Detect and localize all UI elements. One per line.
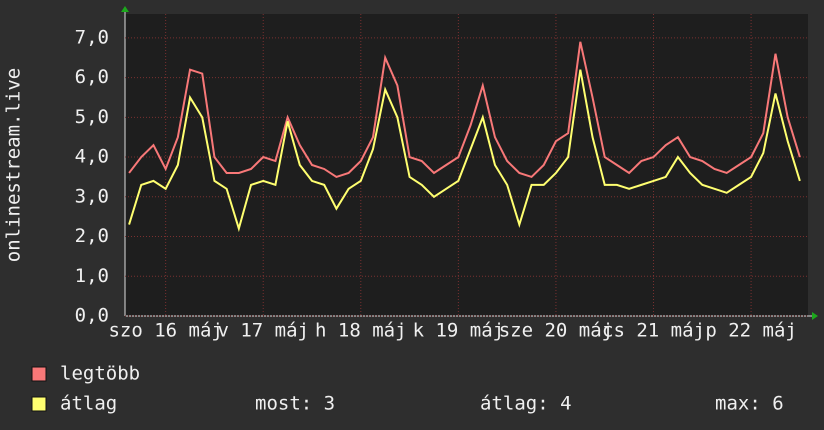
legend-swatch [31, 366, 47, 382]
y-tick-label: 7,0 [75, 26, 109, 48]
y-tick-label: 2,0 [75, 225, 109, 247]
x-arrow [812, 312, 818, 320]
x-tick-label: cs 21 máj [602, 320, 705, 342]
legend-stat: most: 3 [255, 393, 335, 415]
series-line [128, 69, 801, 233]
x-tick-label: p 22 máj [705, 320, 797, 342]
y-tick-label: 3,0 [75, 185, 109, 207]
legend-swatch [31, 396, 47, 412]
x-tick-label: h 18 máj [315, 320, 407, 342]
y-tick-label: 6,0 [75, 66, 109, 88]
legend-stat: átlag: 4 [480, 393, 572, 415]
y-tick-label: 0,0 [75, 305, 109, 327]
x-tick-label: v 17 máj [217, 320, 309, 342]
y-tick-label: 4,0 [75, 146, 109, 168]
x-tick-label: szo 16 máj [108, 320, 222, 342]
legend-label: átlag [60, 393, 117, 415]
y-tick-label: 1,0 [75, 265, 109, 287]
y-axis-label: onlinestream.live [3, 68, 25, 262]
legend-label: legtöbb [60, 363, 140, 385]
plot-area [125, 14, 808, 316]
x-tick-label: k 19 máj [413, 320, 505, 342]
y-tick-label: 5,0 [75, 106, 109, 128]
y-arrow [121, 6, 129, 12]
x-tick-label: sze 20 máj [499, 320, 613, 342]
legend-stat: max: 6 [715, 393, 784, 415]
series-line [128, 41, 801, 179]
